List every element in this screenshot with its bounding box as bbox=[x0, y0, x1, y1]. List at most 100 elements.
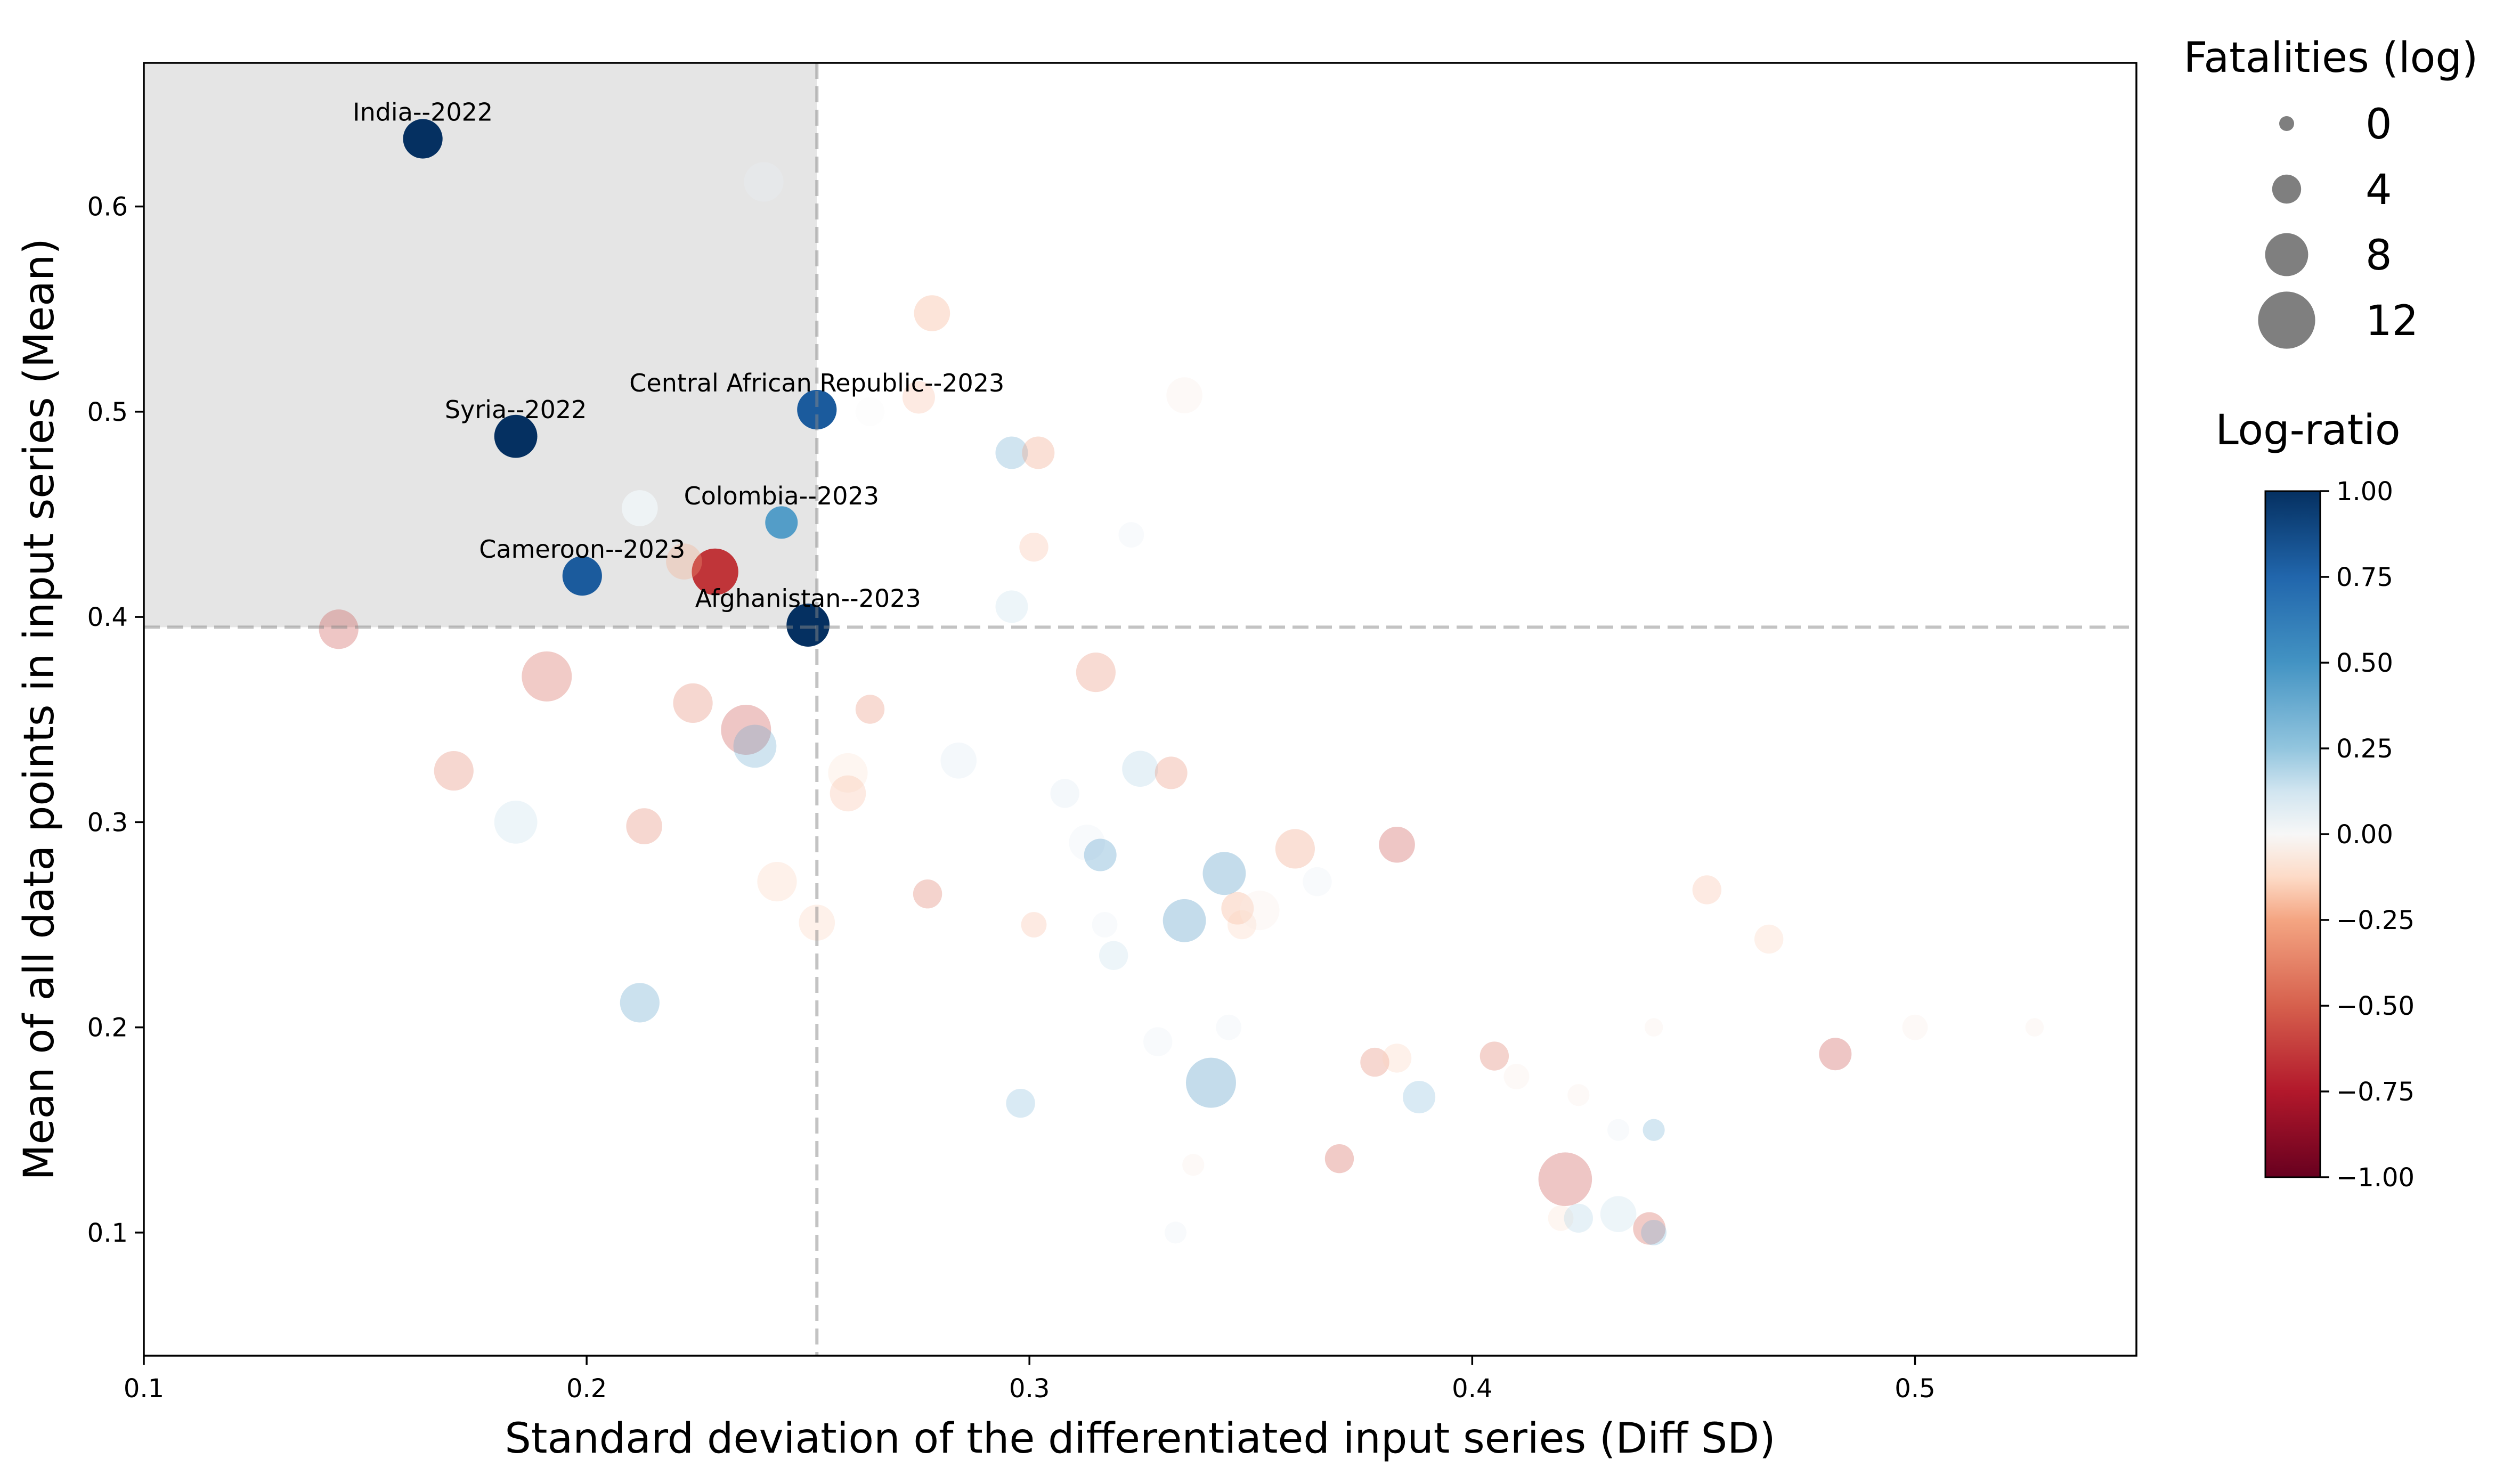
point-annotation: Colombia--2023 bbox=[684, 482, 879, 510]
data-point bbox=[797, 389, 837, 430]
data-point bbox=[626, 808, 662, 844]
data-point bbox=[403, 119, 443, 159]
data-point bbox=[1221, 892, 1254, 925]
point-annotation: India--2022 bbox=[353, 98, 493, 127]
size-legend: Fatalities (log) 0 4 8 12 bbox=[2184, 34, 2478, 349]
data-point bbox=[1182, 1154, 1205, 1176]
point-annotation: Syria--2022 bbox=[445, 395, 587, 424]
data-point bbox=[1379, 826, 1415, 863]
data-point bbox=[1099, 941, 1128, 970]
data-point bbox=[1324, 1144, 1354, 1174]
data-point bbox=[757, 862, 797, 902]
data-point bbox=[319, 609, 359, 649]
data-point bbox=[1227, 910, 1257, 940]
y-axis: 0.1 0.2 0.3 0.4 0.5 0.6 bbox=[87, 192, 144, 1248]
point-annotation: Central African Republic--2023 bbox=[629, 369, 1004, 397]
colorbar-tick-label: −1.00 bbox=[2336, 1163, 2415, 1193]
data-point bbox=[1118, 522, 1144, 548]
data-point bbox=[2025, 1018, 2044, 1037]
plot-frame bbox=[143, 62, 2137, 1357]
data-point bbox=[902, 381, 935, 414]
data-point bbox=[1021, 912, 1047, 938]
data-point bbox=[1275, 829, 1315, 869]
data-point bbox=[434, 751, 474, 791]
highlight-quadrant bbox=[144, 63, 817, 628]
colorbar-tick-label: 0.75 bbox=[2336, 563, 2393, 592]
data-point bbox=[733, 724, 777, 768]
data-point bbox=[1754, 924, 1784, 954]
data-point bbox=[1216, 1014, 1242, 1040]
plot-background bbox=[144, 63, 2136, 1356]
point-annotation: Afghanistan--2023 bbox=[695, 584, 921, 613]
data-point bbox=[786, 604, 830, 647]
data-point bbox=[1600, 1196, 1637, 1232]
size-legend-marker bbox=[2272, 174, 2302, 204]
size-legend-marker bbox=[2279, 116, 2294, 131]
x-tick-label: 0.4 bbox=[1452, 1374, 1492, 1404]
data-point bbox=[744, 162, 784, 202]
size-legend-marker bbox=[2265, 233, 2308, 276]
data-point bbox=[1050, 779, 1079, 808]
data-point bbox=[1164, 1221, 1187, 1244]
data-point bbox=[1069, 825, 1105, 861]
colorbar-tick-label: 0.00 bbox=[2336, 820, 2393, 850]
data-point bbox=[1692, 875, 1722, 904]
data-point bbox=[1303, 867, 1332, 897]
data-point bbox=[1155, 756, 1188, 789]
y-tick-label: 0.6 bbox=[87, 192, 128, 222]
colorbar-tick-label: 0.50 bbox=[2336, 648, 2393, 678]
data-point bbox=[494, 800, 538, 844]
data-point bbox=[1403, 1081, 1436, 1114]
colorbar-tick-label: −0.25 bbox=[2336, 906, 2415, 935]
data-point bbox=[494, 414, 538, 458]
data-point bbox=[1240, 890, 1280, 931]
data-point bbox=[855, 397, 885, 427]
data-point bbox=[913, 879, 942, 909]
data-point bbox=[1185, 1057, 1236, 1108]
colorbar-title: Log-ratio bbox=[2215, 406, 2400, 454]
data-point bbox=[1022, 436, 1055, 469]
data-point bbox=[1163, 899, 1206, 942]
data-point bbox=[1092, 912, 1118, 938]
data-point bbox=[1019, 532, 1048, 562]
data-point bbox=[692, 548, 738, 596]
data-point bbox=[828, 753, 868, 793]
size-legend-label: 12 bbox=[2365, 297, 2418, 345]
data-point bbox=[765, 506, 798, 539]
data-point bbox=[666, 543, 702, 580]
data-point bbox=[1819, 1038, 1852, 1071]
x-tick-label: 0.1 bbox=[124, 1374, 164, 1404]
size-legend-label: 8 bbox=[2365, 232, 2392, 280]
y-tick-label: 0.5 bbox=[87, 397, 128, 427]
point-annotation: Cameroon--2023 bbox=[479, 535, 685, 564]
data-point bbox=[1360, 1047, 1389, 1077]
data-points bbox=[319, 119, 2044, 1245]
data-point bbox=[1633, 1212, 1666, 1245]
data-point bbox=[673, 683, 713, 723]
data-point bbox=[855, 695, 885, 724]
x-tick-label: 0.3 bbox=[1009, 1374, 1050, 1404]
data-point bbox=[1143, 1027, 1173, 1056]
x-axis: 0.1 0.2 0.3 0.4 0.5 bbox=[124, 1356, 1936, 1404]
y-tick-label: 0.1 bbox=[87, 1218, 128, 1248]
data-point bbox=[1382, 1044, 1412, 1073]
y-tick-label: 0.3 bbox=[87, 808, 128, 837]
size-legend-label: 4 bbox=[2365, 166, 2392, 214]
data-point bbox=[1166, 377, 1202, 413]
data-point bbox=[1538, 1152, 1592, 1206]
data-point bbox=[830, 775, 866, 812]
threshold-lines bbox=[144, 63, 2136, 1356]
data-point bbox=[1567, 1084, 1590, 1106]
data-point bbox=[1643, 1119, 1665, 1141]
data-point bbox=[1202, 852, 1246, 895]
data-point bbox=[1480, 1041, 1509, 1071]
data-point bbox=[1084, 838, 1117, 871]
x-axis-title: Standard deviation of the differentiated… bbox=[505, 1415, 1775, 1463]
data-point bbox=[1122, 751, 1158, 787]
data-point bbox=[1644, 1018, 1663, 1037]
y-tick-label: 0.4 bbox=[87, 602, 128, 632]
colorbar-tick-label: −0.50 bbox=[2336, 991, 2415, 1021]
x-tick-label: 0.2 bbox=[566, 1374, 607, 1404]
data-point bbox=[562, 556, 602, 596]
